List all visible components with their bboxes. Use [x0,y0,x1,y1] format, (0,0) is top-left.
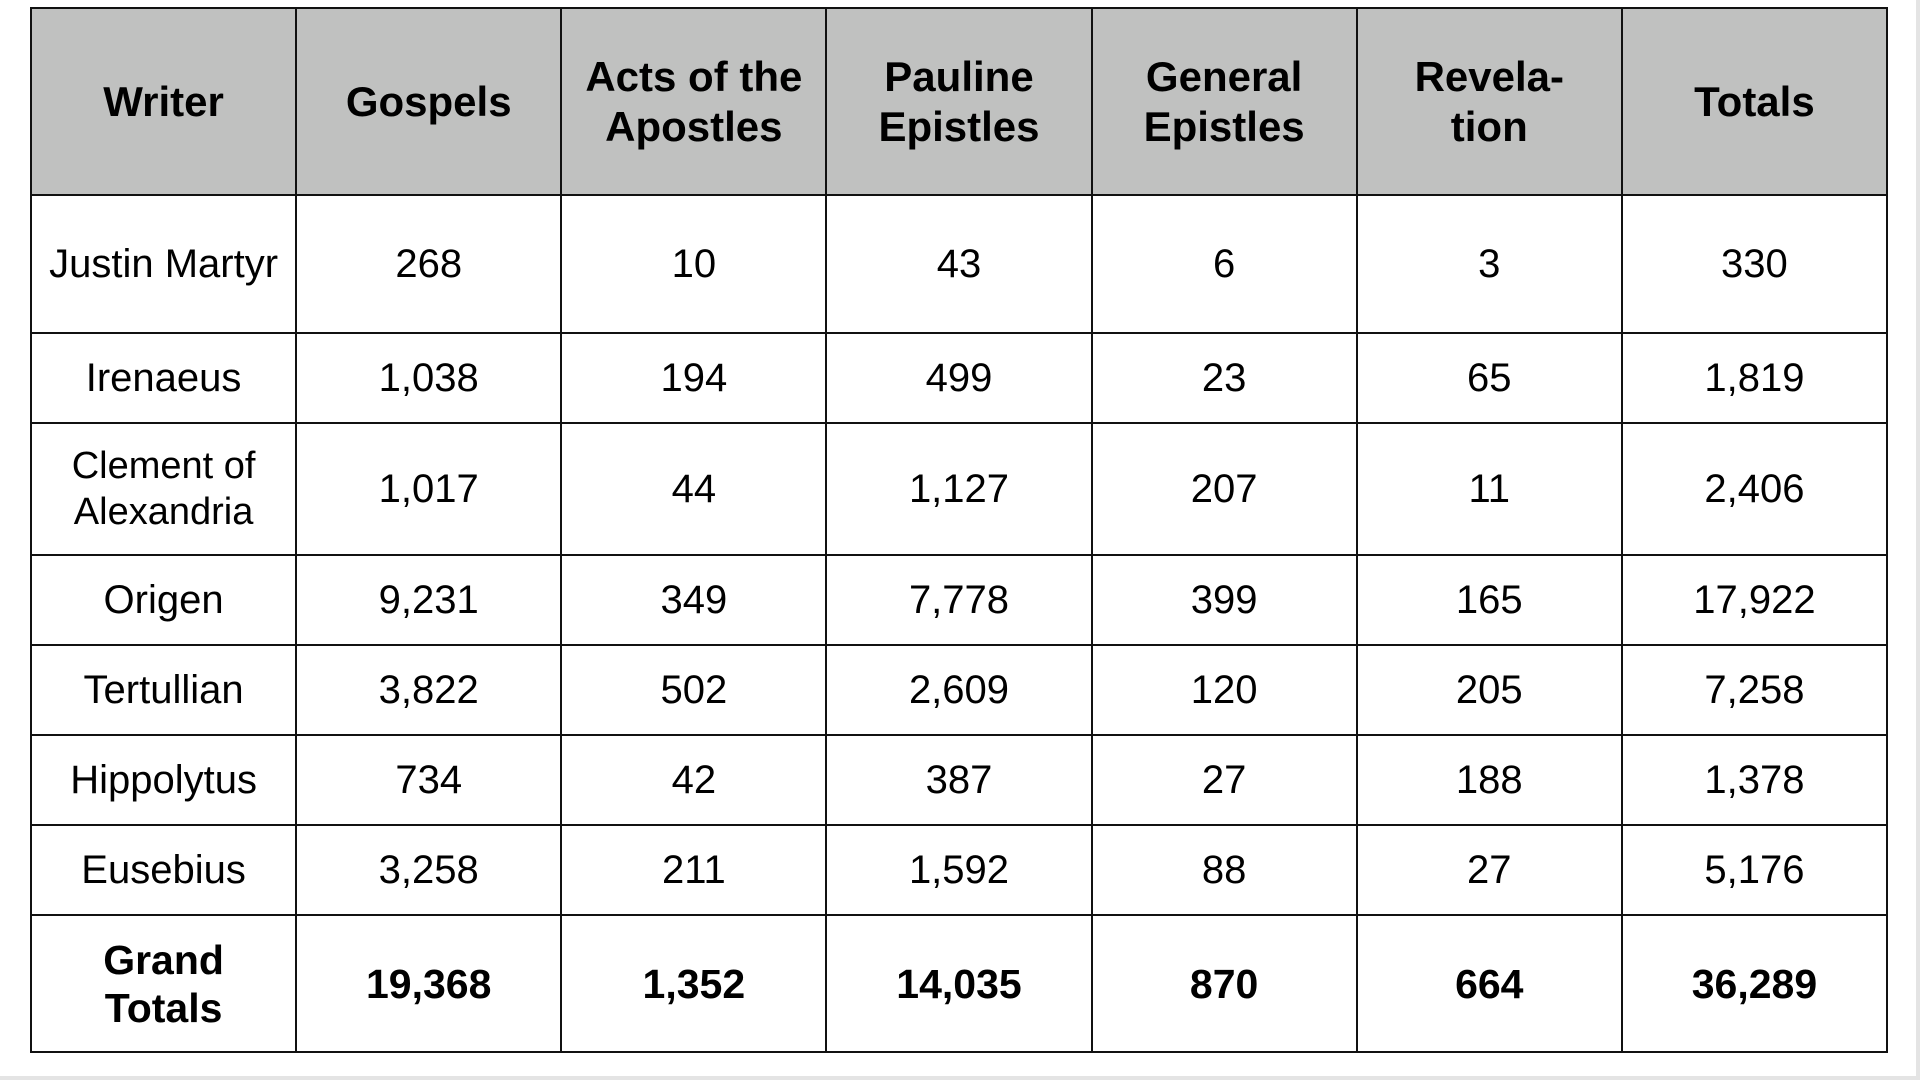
header-pauline: Pauline Epistles [825,7,1093,196]
cell-gospels: 9,231 [295,554,563,646]
cell-totals: 5,176 [1620,824,1889,916]
cell-totals: 330 [1620,194,1889,334]
header-general: General Epistles [1090,7,1358,196]
cell-revelation: 188 [1355,734,1623,826]
total-gospels: 19,368 [295,914,563,1053]
cell-general: 120 [1090,644,1358,736]
table-row: Origen 9,231 349 7,778 399 165 17,922 [29,554,1889,646]
cell-general: 399 [1090,554,1358,646]
cell-writer: Clement of Alexandria [29,422,298,556]
header-revelation: Revela-tion [1355,7,1623,196]
cell-general: 207 [1090,422,1358,556]
table-row: Clement of Alexandria 1,017 44 1,127 207 11 2,… [29,422,1889,556]
cell-gospels: 3,258 [295,824,563,916]
total-pauline: 14,035 [825,914,1093,1053]
cell-totals: 7,258 [1620,644,1889,736]
cell-acts: 10 [560,194,828,334]
cell-gospels: 1,017 [295,422,563,556]
cell-acts: 42 [560,734,828,826]
cell-gospels: 3,822 [295,644,563,736]
cell-acts: 502 [560,644,828,736]
table-row: Hippolytus 734 42 387 27 188 1,378 [29,734,1889,826]
cell-pauline: 7,778 [825,554,1093,646]
header-writer: Writer [29,7,298,196]
cell-general: 88 [1090,824,1358,916]
cell-pauline: 43 [825,194,1093,334]
cell-revelation: 165 [1355,554,1623,646]
cell-totals: 17,922 [1620,554,1889,646]
cell-pauline: 387 [825,734,1093,826]
cell-pauline: 1,592 [825,824,1093,916]
header-gospels: Gospels [295,7,563,196]
cell-acts: 44 [560,422,828,556]
cell-general: 23 [1090,332,1358,424]
citations-table: Writer Gospels Acts of the Apostles Paul… [29,7,1889,1053]
grand-totals-row: Grand Totals 19,368 1,352 14,035 870 664 36,28… [29,914,1889,1053]
total-acts: 1,352 [560,914,828,1053]
cell-revelation: 3 [1355,194,1623,334]
cell-writer: Justin Martyr [29,194,298,334]
cell-gospels: 1,038 [295,332,563,424]
cell-general: 27 [1090,734,1358,826]
total-writer: Grand Totals [29,914,298,1053]
cell-writer: Origen [29,554,298,646]
cell-revelation: 27 [1355,824,1623,916]
cell-writer: Hippolytus [29,734,298,826]
cell-pauline: 1,127 [825,422,1093,556]
cell-totals: 2,406 [1620,422,1889,556]
cell-revelation: 205 [1355,644,1623,736]
table-row: Tertullian 3,822 502 2,609 120 205 7,258 [29,644,1889,736]
total-totals: 36,289 [1620,914,1889,1053]
cell-totals: 1,378 [1620,734,1889,826]
cell-acts: 349 [560,554,828,646]
header-acts: Acts of the Apostles [560,7,828,196]
cell-gospels: 734 [295,734,563,826]
table-row: Eusebius 3,258 211 1,592 88 27 5,176 [29,824,1889,916]
table-row: Justin Martyr 268 10 43 6 3 330 [29,194,1889,334]
cell-acts: 194 [560,332,828,424]
header-row: Writer Gospels Acts of the Apostles Paul… [29,7,1889,196]
cell-revelation: 11 [1355,422,1623,556]
total-general: 870 [1090,914,1358,1053]
cell-pauline: 499 [825,332,1093,424]
cell-acts: 211 [560,824,828,916]
cell-writer: Eusebius [29,824,298,916]
cell-general: 6 [1090,194,1358,334]
cell-pauline: 2,609 [825,644,1093,736]
cell-writer: Tertullian [29,644,298,736]
cell-gospels: 268 [295,194,563,334]
cell-writer: Irenaeus [29,332,298,424]
cell-totals: 1,819 [1620,332,1889,424]
total-revelation: 664 [1355,914,1623,1053]
cell-revelation: 65 [1355,332,1623,424]
header-totals: Totals [1620,7,1889,196]
table-row: Irenaeus 1,038 194 499 23 65 1,819 [29,332,1889,424]
